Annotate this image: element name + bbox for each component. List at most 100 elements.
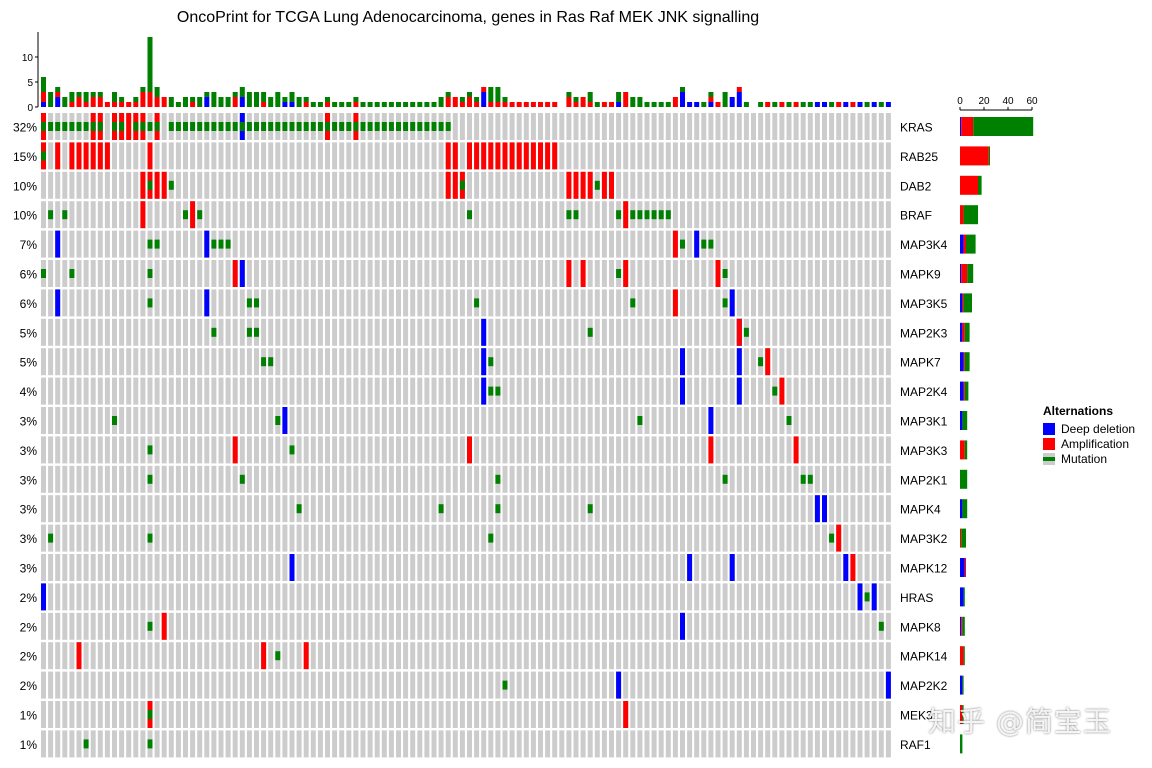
cell-background [559,671,565,699]
cell-background [822,201,827,229]
cell-background [396,201,401,229]
cell-background [431,436,437,464]
cell-background [381,671,387,699]
cell-background [644,465,650,493]
cell-background [729,583,735,611]
cell-background [850,701,856,728]
cell-background [836,407,842,434]
cell-background [687,377,693,405]
cell-background [232,142,238,170]
cell-mutation [225,239,231,249]
cell-background [62,465,68,493]
cell-background [807,318,813,346]
cell-mutation [566,210,572,220]
cell-background [623,612,629,640]
cell-background [133,671,139,699]
cell-background [154,495,160,523]
cell-background [580,230,586,258]
cell-background [310,612,316,640]
cell-background [367,318,373,346]
cell-background [857,524,863,552]
cell-background [736,554,742,581]
cell-background [97,583,103,611]
cell-background [239,201,245,229]
cell-background [431,495,437,523]
top-bar-mutation [722,92,728,107]
cell-background [197,289,203,317]
cell-background [509,171,515,199]
cell-background [765,407,771,434]
cell-background [218,612,224,640]
cell-background [410,230,416,258]
cell-amplification [715,260,721,287]
gene-name-label: MAP3K2 [900,532,948,546]
gene-name-label: MAPK4 [900,503,941,517]
cell-background [523,671,529,699]
cell-background [261,318,267,346]
cell-background [126,142,132,170]
top-bar-mutation [119,97,125,102]
cell-background [112,701,117,728]
cell-background [495,524,501,552]
cell-background [623,289,629,317]
cell-background [175,524,181,552]
cell-background [715,583,721,611]
cell-background [644,524,650,552]
cell-background [680,113,685,140]
cell-background [743,524,749,552]
cell-background [140,377,146,405]
cell-background [360,407,366,434]
cell-background [431,583,437,611]
cell-background [62,554,68,581]
cell-background [807,348,813,376]
cell-background [282,289,288,317]
cell-background [388,642,394,670]
cell-background [339,612,345,640]
cell-background [353,524,359,552]
cell-mutation [346,122,352,131]
cell-background [254,230,259,258]
cell-background [538,612,543,640]
cell-background [374,495,380,523]
cell-mutation [587,504,593,514]
cell-background [239,348,245,376]
top-bar-amplification [90,97,96,107]
cell-background [133,701,139,728]
cell-background [680,583,685,611]
cell-background [566,701,572,728]
cell-amplification [495,142,501,170]
cell-background [438,348,444,376]
cell-background [90,436,96,464]
cell-background [751,583,756,611]
cell-mutation [758,357,764,367]
cell-background [751,671,756,699]
cell-background [878,318,884,346]
cell-background [374,701,380,728]
cell-background [665,348,671,376]
top-bar-mutation [438,97,444,107]
right-bar-amplification [962,293,964,313]
right-bar-deletion [960,381,964,401]
top-bar-mutation [424,102,430,107]
cell-background [175,436,181,464]
top-bar-deletion [814,102,820,107]
cell-background [275,348,281,376]
cell-background [751,348,756,376]
cell-background [573,701,579,728]
cell-background [69,348,75,376]
cell-background [594,583,600,611]
cell-background [779,407,785,434]
cell-background [474,671,480,699]
top-bar-deletion [736,92,742,107]
gene-name-label: MAPK8 [900,620,941,634]
cell-background [452,730,458,758]
cell-background [97,289,103,317]
cell-mutation [722,474,728,484]
cell-background [779,642,785,670]
cell-background [83,318,89,346]
cell-background [339,318,345,346]
cell-background [62,436,68,464]
cell-background [225,171,231,199]
cell-background [417,730,423,758]
cell-background [601,583,607,611]
